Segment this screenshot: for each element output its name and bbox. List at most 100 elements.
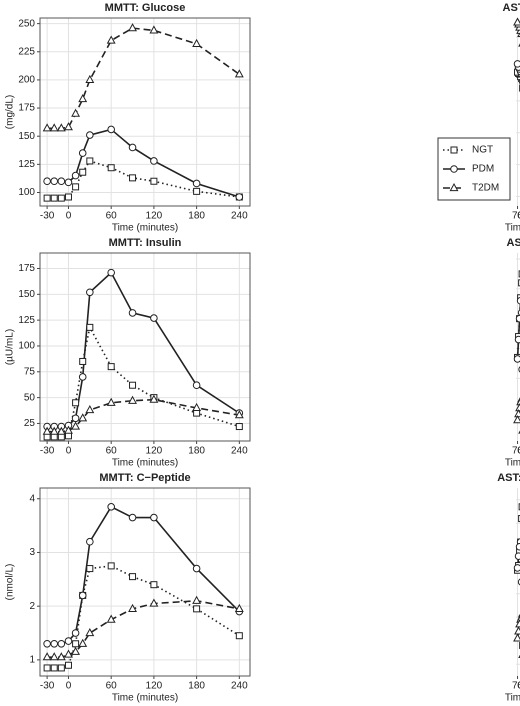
marker-square [193, 605, 201, 613]
x-axis-label: Time (minutes) [112, 458, 178, 469]
y-tick-label: 150 [18, 289, 35, 300]
marker-triangle [78, 638, 88, 647]
y-tick-label: 75 [24, 366, 36, 377]
marker-triangle [106, 397, 116, 406]
marker-triangle [64, 425, 73, 434]
marker-square [72, 399, 80, 407]
marker-circle [107, 125, 115, 134]
marker-square [57, 664, 65, 672]
panel: MMTT: Glucose Time (minutes) (mg/dL) 100 125… [5, 2, 251, 234]
marker-circle [128, 143, 137, 152]
legend-label: T2DM [472, 183, 499, 194]
y-tick-label: 175 [18, 263, 35, 274]
x-axis-label: Time (minutes) [112, 693, 178, 704]
marker-square [150, 177, 158, 185]
x-axis-label: Time (minutes) [505, 458, 520, 469]
marker-triangle [71, 108, 81, 117]
marker-circle [516, 296, 520, 305]
panel-title: AST: C−Peptide [497, 472, 520, 484]
marker-square [43, 664, 51, 672]
x-tick-label: 0 [66, 446, 72, 457]
marker-circle [86, 288, 94, 297]
y-tick-label: 25 [24, 418, 36, 429]
panel: MMTT: C−Peptide Time (minutes) (nmol/L) 1 2 3… [5, 472, 251, 704]
marker-square [50, 194, 58, 202]
marker-triangle [514, 409, 520, 418]
x-tick-label: 70 [512, 681, 520, 692]
marker-square [107, 164, 115, 172]
y-tick-label: 150 [18, 131, 35, 142]
marker-square [86, 323, 94, 331]
marker-square [518, 279, 520, 287]
plot-frame [39, 487, 251, 677]
marker-circle [78, 591, 87, 600]
y-tick-label: 225 [18, 46, 35, 57]
marker-square [129, 174, 137, 182]
marker-square [86, 565, 94, 573]
marker-circle [513, 60, 520, 68]
marker-square [193, 187, 201, 195]
marker-triangle [71, 421, 81, 430]
marker-square [79, 357, 87, 365]
x-tick-label: 180 [188, 681, 205, 692]
marker-triangle [85, 627, 95, 637]
marker-circle [192, 179, 201, 188]
marker-circle [235, 193, 244, 201]
marker-triangle [192, 38, 202, 47]
marker-circle [86, 131, 94, 139]
x-tick-label: 120 [146, 446, 163, 457]
marker-circle [64, 178, 73, 187]
panel-title: MMTT: Insulin [109, 237, 182, 249]
legend-label: PDM [472, 164, 494, 175]
y-tick-label: 50 [24, 392, 36, 403]
marker-circle [150, 513, 158, 522]
marker-triangle [128, 395, 137, 404]
panel-title: MMTT: C−Peptide [99, 472, 190, 484]
y-tick-label: 250 [18, 18, 35, 29]
marker-square [129, 381, 137, 389]
marker-circle [50, 639, 59, 648]
marker-triangle [516, 398, 520, 406]
marker-circle [513, 355, 520, 363]
marker-square [50, 664, 58, 672]
marker-circle [150, 157, 158, 165]
marker-circle [71, 414, 80, 423]
marker-triangle [64, 649, 73, 658]
marker-circle [515, 542, 520, 551]
marker-triangle [128, 23, 137, 32]
marker-circle [71, 171, 80, 180]
x-axis-label: Time (minutes) [112, 223, 178, 234]
marker-triangle [85, 74, 95, 84]
marker-triangle [56, 426, 66, 435]
marker-circle [513, 564, 520, 572]
marker-triangle [106, 35, 116, 44]
x-tick-label: 120 [146, 681, 163, 692]
x-tick-label: 240 [231, 446, 248, 457]
marker-circle [57, 177, 66, 186]
x-tick-label: 60 [106, 211, 118, 222]
marker-circle [50, 177, 59, 186]
marker-triangle [56, 123, 66, 132]
x-tick-label: 0 [66, 211, 72, 222]
x-tick-label: 180 [188, 446, 205, 457]
marker-circle [515, 314, 520, 323]
marker-triangle [234, 603, 244, 612]
y-tick-label: 3 [29, 547, 35, 558]
panel-title: AST: Glucose [503, 2, 520, 14]
marker-circle [43, 639, 51, 648]
panel: MMTT: Insulin Time (minutes) (µU/mL) 25 50 75… [5, 237, 251, 469]
marker-square [72, 640, 80, 648]
marker-triangle [192, 402, 202, 412]
marker-circle [192, 564, 201, 573]
marker-triangle [234, 69, 244, 78]
marker-triangle [513, 415, 520, 424]
legend: NGT PDM T2DM [437, 137, 511, 201]
marker-circle [78, 373, 87, 381]
x-tick-label: -30 [40, 446, 55, 457]
marker-circle [64, 637, 73, 645]
x-tick-label: 240 [231, 681, 248, 692]
y-tick-label: 100 [18, 341, 35, 352]
marker-circle [514, 552, 520, 560]
